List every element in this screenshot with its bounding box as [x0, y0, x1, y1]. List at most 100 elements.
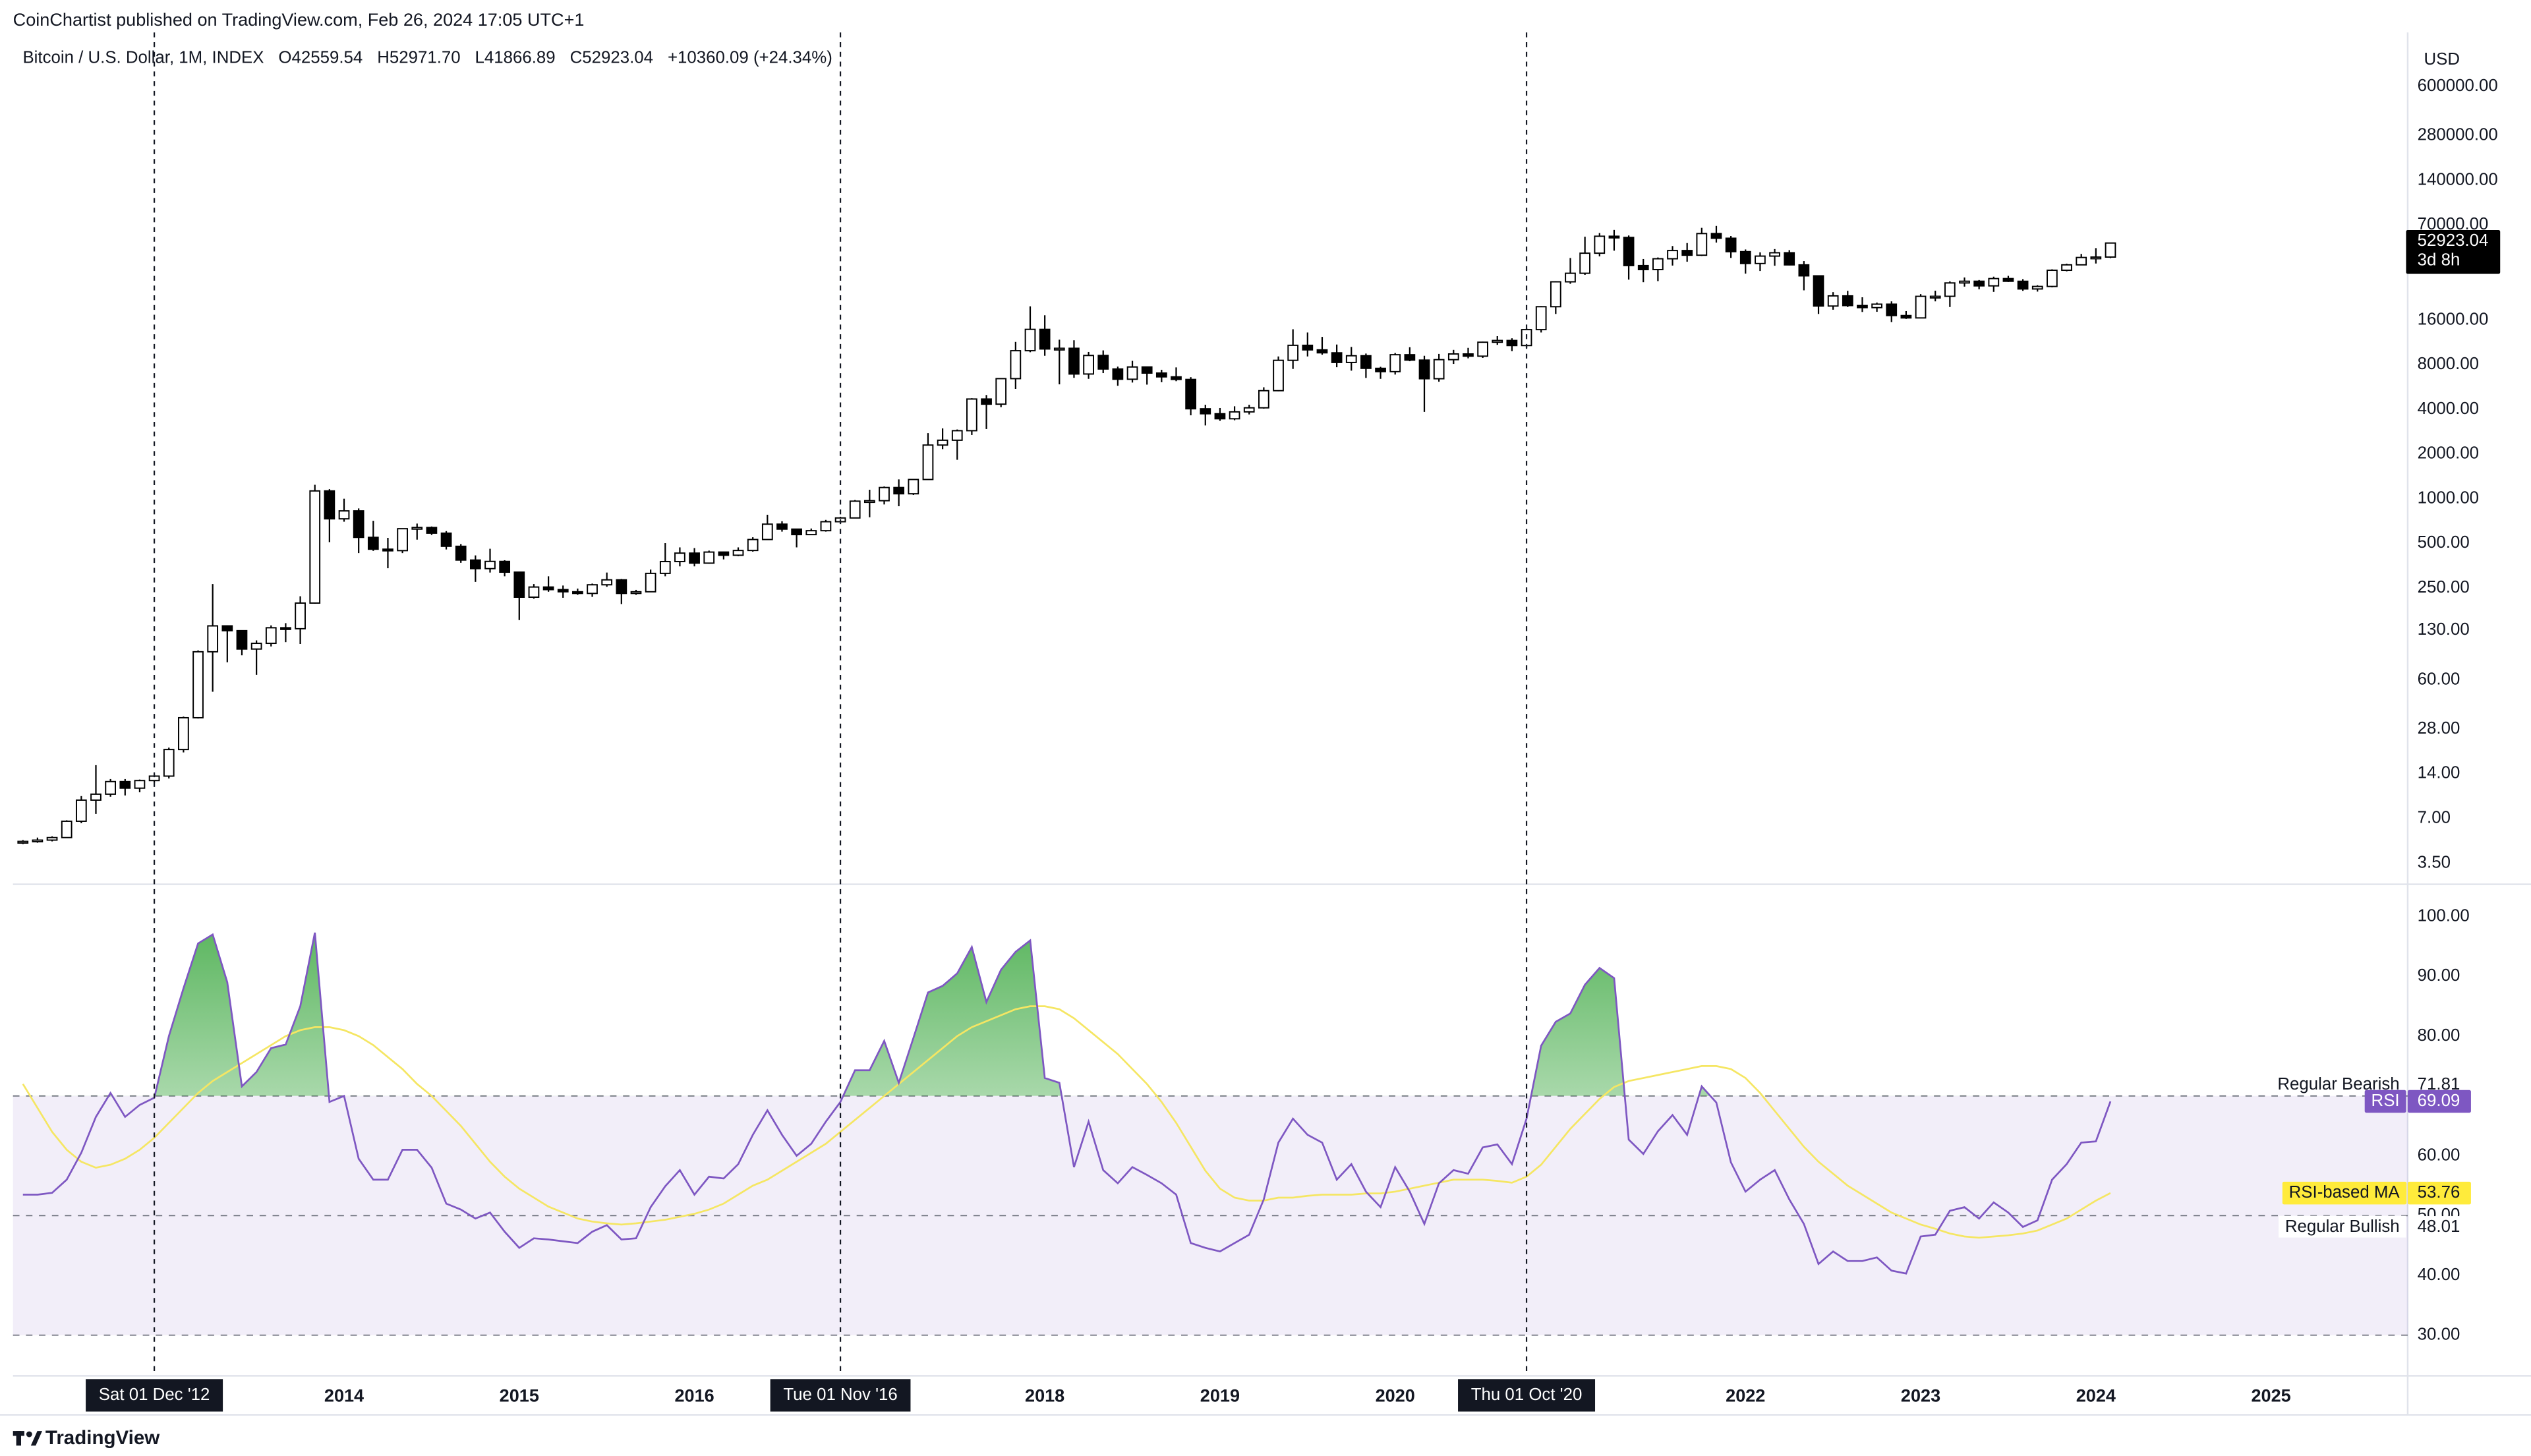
candle-body [1769, 252, 1780, 257]
x-tick-label: 2020 [1376, 1385, 1415, 1406]
candle-body [265, 627, 277, 645]
candle-body [703, 551, 715, 564]
candle-body [937, 439, 948, 446]
series-tag-name: RSI [2371, 1092, 2400, 1110]
series-tag-value: 53.76 [2418, 1183, 2460, 1202]
candle-body [1944, 282, 1956, 297]
candle-body [1827, 295, 1839, 307]
candle-body [863, 500, 875, 504]
candle-body [280, 627, 291, 630]
candle-body [1477, 341, 1488, 357]
y-tick-label: 280000.00 [2418, 126, 2498, 144]
candle-body [1565, 272, 1576, 283]
currency-label: USD [2424, 50, 2460, 69]
candles [17, 225, 2116, 844]
candle-body [1886, 303, 1898, 316]
candle-body [601, 579, 613, 586]
vertical-marker-label-bg [86, 1379, 223, 1412]
candle-body [761, 523, 773, 540]
candle-body [499, 560, 511, 573]
vertical-marker-label: Thu 01 Oct '20 [1471, 1385, 1583, 1404]
candle-body [1010, 350, 1022, 380]
candle-body [1988, 277, 2000, 287]
candle-body [1171, 376, 1182, 380]
ohlc-high: H52971.70 [377, 48, 460, 67]
series-tag-name-bg [2282, 1181, 2407, 1205]
candle-body [805, 530, 817, 536]
candle-body [820, 521, 832, 532]
x-tick-label: 2019 [1200, 1385, 1240, 1406]
candle-body [1842, 295, 1853, 306]
candle-body [1813, 275, 1824, 307]
ohlc-low: L41866.89 [475, 48, 556, 67]
candle-body [1755, 255, 1766, 264]
ohlc-close: C52923.04 [570, 48, 653, 67]
y-tick-label: 28.00 [2418, 719, 2460, 738]
candle-body [1112, 368, 1124, 380]
candle-body [1331, 352, 1343, 363]
candle-body [1155, 372, 1167, 378]
countdown: 3d 8h [2418, 251, 2460, 270]
candle-body [1273, 359, 1284, 392]
vertical-marker-label-bg [770, 1379, 911, 1412]
candle-body [353, 510, 364, 539]
y-tick-label: 60.00 [2418, 670, 2460, 688]
logo-mark [16, 1431, 21, 1446]
candle-body [1097, 355, 1109, 370]
candle-body [1404, 354, 1416, 361]
y-tick-label: 140000.00 [2418, 170, 2498, 189]
candle-body [1710, 233, 1722, 239]
candle-body [1652, 258, 1664, 270]
last-price-tag [2406, 230, 2501, 274]
candle-body [1229, 411, 1240, 420]
candle-body [791, 528, 802, 536]
candle-body [1447, 353, 1459, 361]
candle-body [1739, 250, 1751, 264]
series-tag-value-bg [2407, 1181, 2471, 1205]
candle-body [1214, 413, 1226, 420]
candle-body [528, 586, 540, 598]
candle-body [1243, 407, 1255, 413]
y2-tick-label: 90.00 [2418, 966, 2460, 985]
ohlc-change: +10360.09 (+24.34%) [668, 48, 832, 67]
vertical-marker-label: Tue 01 Nov '16 [783, 1385, 897, 1404]
candle-body [966, 398, 977, 432]
overbought-fill [22, 933, 2110, 1096]
candle-body [1900, 314, 1912, 319]
candle-body [1126, 366, 1138, 380]
candle-body [747, 539, 759, 552]
vertical-marker-label: Sat 01 Dec '12 [99, 1385, 210, 1404]
candle-body [163, 749, 175, 777]
candle-body [338, 510, 350, 520]
candle-body [17, 840, 29, 844]
candle-body [1857, 305, 1868, 308]
y-tick-label: 130.00 [2418, 620, 2470, 639]
y-tick-label: 500.00 [2418, 533, 2470, 552]
candle-body [105, 780, 117, 795]
symbol-legend: Bitcoin / U.S. Dollar, 1M, INDEX O42559.… [22, 48, 832, 67]
candle-body [1345, 355, 1357, 363]
candle-body [75, 799, 87, 822]
y-tick-label: 1000.00 [2418, 488, 2479, 507]
candle-body [542, 586, 554, 591]
candle-body [1637, 264, 1649, 270]
y-tick-label: 7.00 [2418, 809, 2451, 827]
publish-header: CoinChartist published on TradingView.co… [13, 9, 585, 30]
candle-body [295, 602, 306, 629]
candle-body [981, 398, 992, 405]
candle-body [207, 625, 219, 653]
candle-body [411, 527, 423, 530]
candle-body [1375, 367, 1386, 372]
x-tick-label: 2025 [2252, 1385, 2291, 1406]
candle-body [484, 560, 496, 569]
y2-tick-label: 30.00 [2418, 1325, 2460, 1344]
y-tick-label: 3.50 [2418, 853, 2451, 871]
candle-body [557, 589, 569, 593]
candle-body [1389, 354, 1401, 372]
candle-body [1973, 280, 1985, 287]
candle-body [2061, 264, 2072, 272]
candle-body [46, 836, 58, 841]
candle-body [61, 820, 73, 838]
candle-body [1784, 252, 1795, 266]
